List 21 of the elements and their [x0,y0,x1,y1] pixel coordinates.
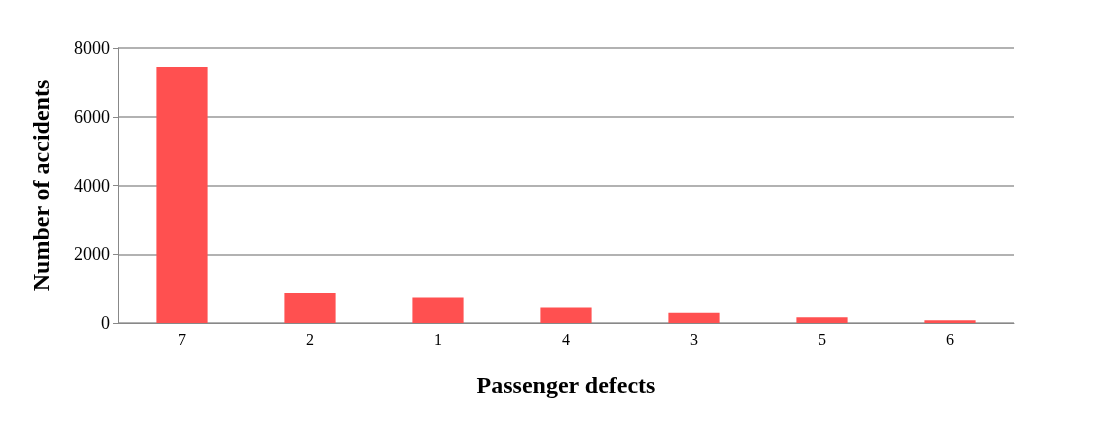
bar [796,317,848,323]
x-tick-label: 1 [434,330,442,348]
y-tick-label: 6000 [74,106,110,127]
x-tick-label: 4 [562,330,570,348]
x-axis-title: Passenger defects [476,372,656,398]
bar [156,66,208,323]
x-tick-label: 7 [178,330,186,348]
y-tick-label: 8000 [74,38,110,58]
bar [924,320,976,323]
y-tick-label: 4000 [74,175,110,196]
bar [412,297,464,323]
x-tick-label: 5 [818,330,826,348]
bar [284,293,336,323]
x-tick-label: 6 [946,330,954,348]
x-tick-label: 2 [306,330,314,348]
x-tick-label: 3 [690,330,698,348]
y-tick-label: 0 [101,313,110,333]
bar [668,312,720,323]
bar [540,307,592,323]
y-tick-label: 2000 [74,244,110,265]
y-axis-title: Number of accidents [28,79,54,292]
